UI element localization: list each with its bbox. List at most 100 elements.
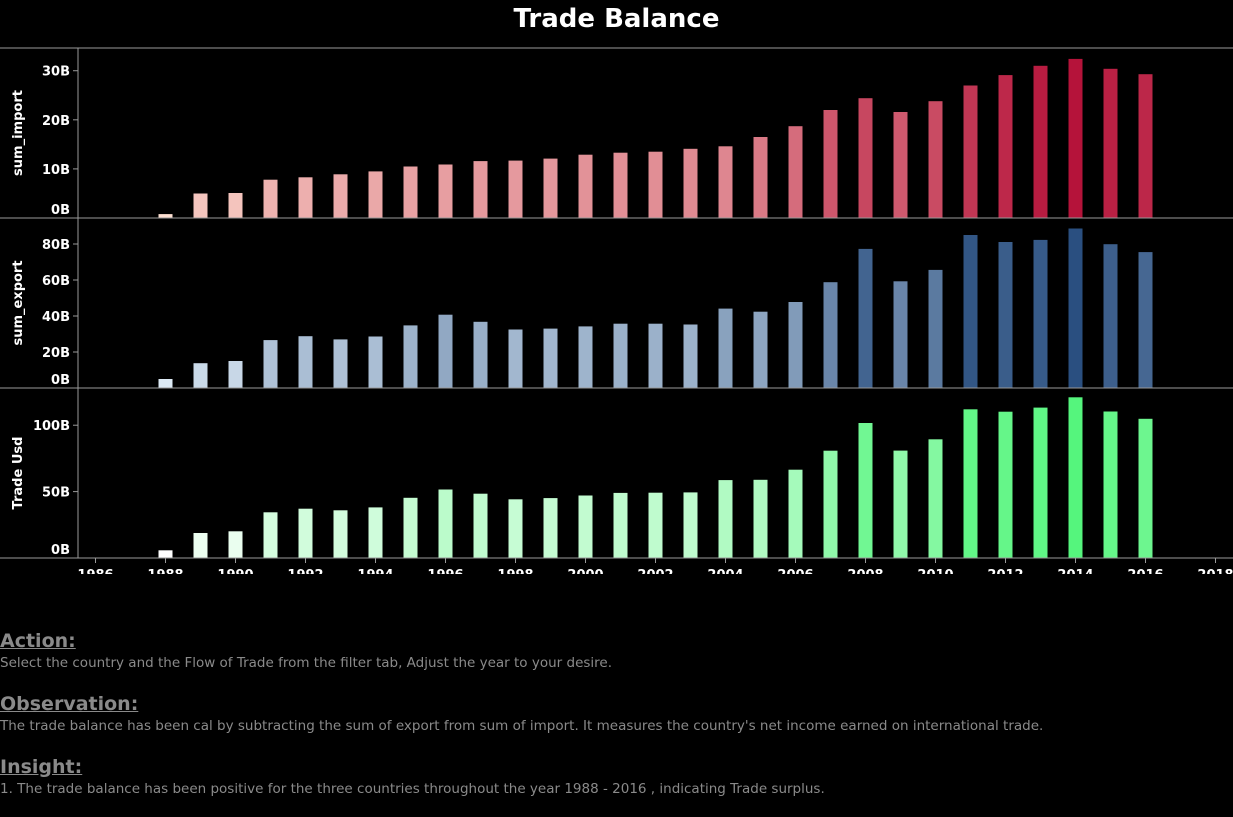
- x-tick-label: 2006: [777, 568, 813, 574]
- bar-1996[interactable]: [438, 314, 453, 388]
- bar-2015[interactable]: [1103, 244, 1118, 388]
- x-tick-label: 1990: [217, 568, 253, 574]
- bar-1992[interactable]: [298, 336, 313, 388]
- bar-2006[interactable]: [788, 469, 803, 558]
- bar-2015[interactable]: [1103, 68, 1118, 218]
- x-tick-label: 1994: [357, 568, 393, 574]
- bar-2011[interactable]: [963, 85, 978, 219]
- bar-2001[interactable]: [613, 152, 628, 218]
- bar-2006[interactable]: [788, 126, 803, 218]
- bar-2004[interactable]: [718, 308, 733, 388]
- bar-1997[interactable]: [473, 493, 488, 558]
- bar-1993[interactable]: [333, 510, 348, 558]
- notes-section: Action: Select the country and the Flow …: [0, 628, 1233, 817]
- bar-2013[interactable]: [1033, 65, 1048, 218]
- bar-1989[interactable]: [193, 363, 208, 388]
- observation-note: Observation: The trade balance has been …: [0, 691, 1233, 735]
- bar-2015[interactable]: [1103, 411, 1118, 559]
- insight-heading: Insight:: [0, 756, 83, 778]
- bar-1996[interactable]: [438, 164, 453, 219]
- x-tick-label: 2010: [917, 568, 953, 574]
- bar-2001[interactable]: [613, 492, 628, 558]
- bar-1995[interactable]: [403, 497, 418, 558]
- bar-2008[interactable]: [858, 248, 873, 388]
- bar-1998[interactable]: [508, 329, 523, 389]
- bar-2002[interactable]: [648, 151, 663, 218]
- bar-2006[interactable]: [788, 302, 803, 388]
- bar-2000[interactable]: [578, 326, 593, 388]
- bar-1997[interactable]: [473, 161, 488, 218]
- bar-2005[interactable]: [753, 311, 768, 388]
- bar-1999[interactable]: [543, 498, 558, 558]
- bar-1995[interactable]: [403, 166, 418, 219]
- panel-trade-usd: 0B 50B 100B Trade Usd: [0, 387, 1233, 559]
- bar-2003[interactable]: [683, 324, 698, 389]
- bar-1993[interactable]: [333, 339, 348, 388]
- y-axis-title: sum_import: [11, 90, 26, 176]
- bar-2010[interactable]: [928, 269, 943, 388]
- bar-2012[interactable]: [998, 75, 1013, 218]
- bar-1993[interactable]: [333, 174, 348, 218]
- bar-1996[interactable]: [438, 489, 453, 559]
- bar-2008[interactable]: [858, 98, 873, 218]
- bar-1988[interactable]: [158, 379, 173, 388]
- bar-2001[interactable]: [613, 323, 628, 388]
- bar-1989[interactable]: [193, 193, 208, 219]
- bar-2008[interactable]: [858, 423, 873, 558]
- bar-2012[interactable]: [998, 411, 1013, 558]
- bar-1999[interactable]: [543, 158, 558, 218]
- bar-2013[interactable]: [1033, 407, 1048, 558]
- bar-2007[interactable]: [823, 282, 838, 388]
- bar-2016[interactable]: [1138, 252, 1153, 388]
- bar-2005[interactable]: [753, 137, 768, 218]
- bar-1994[interactable]: [368, 171, 383, 218]
- bar-2007[interactable]: [823, 110, 838, 218]
- bar-2013[interactable]: [1033, 239, 1048, 388]
- bar-2000[interactable]: [578, 154, 593, 218]
- bar-1991[interactable]: [263, 340, 278, 388]
- bar-1992[interactable]: [298, 508, 313, 558]
- bar-1994[interactable]: [368, 336, 383, 389]
- bar-2016[interactable]: [1138, 418, 1153, 558]
- bar-1998[interactable]: [508, 160, 523, 218]
- bar-2016[interactable]: [1138, 74, 1153, 218]
- bar-1998[interactable]: [508, 499, 523, 558]
- bar-2007[interactable]: [823, 450, 838, 558]
- bar-2011[interactable]: [963, 235, 978, 388]
- bar-1990[interactable]: [228, 193, 243, 218]
- y-tick-label: 10B: [42, 163, 70, 178]
- bar-1999[interactable]: [543, 328, 558, 388]
- bar-1990[interactable]: [228, 531, 243, 558]
- bar-1991[interactable]: [263, 512, 278, 558]
- bar-1997[interactable]: [473, 321, 488, 388]
- bar-2010[interactable]: [928, 439, 943, 558]
- bar-2012[interactable]: [998, 242, 1013, 388]
- bar-2009[interactable]: [893, 112, 908, 218]
- bar-2002[interactable]: [648, 323, 663, 388]
- observation-text: The trade balance has been cal by subtra…: [0, 718, 1044, 734]
- bar-2003[interactable]: [683, 148, 698, 218]
- bar-1988[interactable]: [158, 214, 173, 218]
- bar-1989[interactable]: [193, 533, 208, 558]
- bar-2002[interactable]: [648, 492, 663, 558]
- bar-2009[interactable]: [893, 281, 908, 388]
- bar-1991[interactable]: [263, 179, 278, 218]
- bar-2014[interactable]: [1068, 58, 1083, 219]
- bar-2009[interactable]: [893, 450, 908, 558]
- bar-1995[interactable]: [403, 325, 418, 388]
- bar-2014[interactable]: [1068, 228, 1083, 389]
- bar-2010[interactable]: [928, 101, 943, 218]
- bar-1992[interactable]: [298, 177, 313, 218]
- bar-2004[interactable]: [718, 146, 733, 218]
- bar-1994[interactable]: [368, 507, 383, 558]
- bar-1988[interactable]: [158, 550, 173, 558]
- bar-1990[interactable]: [228, 361, 243, 388]
- x-tick-label: 1986: [77, 568, 113, 574]
- bar-2003[interactable]: [683, 492, 698, 558]
- bar-2000[interactable]: [578, 495, 593, 559]
- bar-2004[interactable]: [718, 480, 733, 558]
- bar-2005[interactable]: [753, 479, 768, 558]
- bar-2014[interactable]: [1068, 397, 1083, 558]
- bar-2011[interactable]: [963, 409, 978, 558]
- y-tick-label: 30B: [42, 65, 70, 80]
